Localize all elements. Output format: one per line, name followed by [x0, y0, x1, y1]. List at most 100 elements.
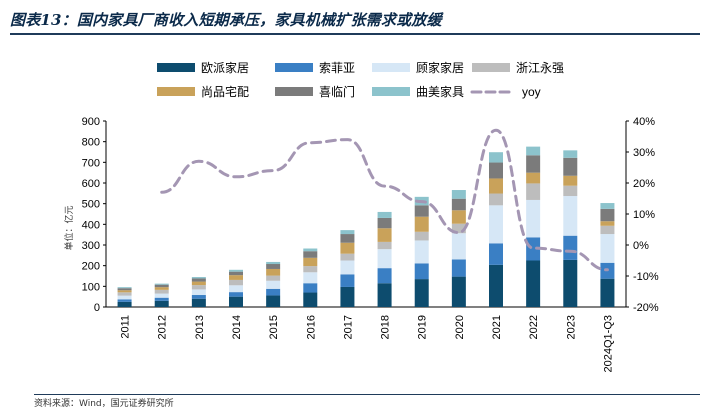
bar-segment: [377, 217, 392, 229]
legend-label: 浙江永强: [516, 61, 564, 75]
bar-segment: [563, 157, 578, 176]
legend-label: 曲美家具: [416, 84, 464, 99]
bar-segment: [600, 203, 615, 209]
legend-label: yoy: [522, 85, 541, 99]
bar-segment: [563, 259, 578, 307]
x-tick-label: 2020: [454, 315, 466, 339]
y-tick-label: 900: [82, 116, 100, 128]
x-tick-label: 2013: [194, 315, 206, 339]
bar-segment: [117, 287, 132, 289]
bar-segment: [526, 199, 541, 238]
bar-segment: [489, 243, 503, 265]
bar-segment: [229, 269, 243, 272]
legend-swatch: [157, 87, 195, 96]
y2-tick-label: -10%: [633, 271, 659, 283]
bar-segment: [526, 183, 541, 200]
bar-segment: [414, 216, 429, 232]
legend-swatch: [372, 63, 410, 72]
legend-swatch: [275, 63, 313, 72]
bar-segment: [303, 257, 318, 267]
bar-segment: [340, 234, 355, 243]
y-tick-label: 400: [82, 219, 100, 231]
x-tick-label: 2017: [342, 315, 354, 339]
bar-segment: [303, 272, 318, 284]
y-tick-label: 700: [82, 157, 100, 169]
legend-label: 索菲亚: [319, 61, 355, 75]
y2-tick-label: 10%: [633, 209, 655, 221]
bar-segment: [191, 281, 206, 286]
bar-segment: [340, 286, 355, 307]
legend-label: 喜临门: [319, 84, 355, 99]
legend-swatch: [372, 87, 410, 96]
bar-segment: [489, 205, 503, 244]
bar-segment: [563, 175, 578, 186]
x-tick-label: 2012: [157, 315, 169, 339]
footer-divider: [34, 394, 700, 395]
bar-segment: [303, 248, 318, 252]
bar-segment: [154, 297, 169, 301]
bar-segment: [526, 146, 541, 156]
bar-segment: [229, 271, 243, 276]
legend-label: 顾家家居: [416, 60, 464, 75]
bar-segment: [377, 283, 392, 307]
bar-segment: [266, 264, 281, 269]
legend-swatch: [157, 63, 195, 72]
y-tick-label: 0: [94, 302, 100, 314]
legend-swatch: [275, 87, 313, 96]
bar-segment: [229, 292, 243, 297]
bar-segment: [303, 292, 318, 307]
bar-segment: [563, 196, 578, 236]
bar-segment: [191, 298, 206, 307]
bar-segment: [266, 288, 281, 296]
bar-segment: [266, 275, 281, 281]
y-tick-label: 600: [82, 178, 100, 190]
y2-tick-label: -20%: [633, 302, 659, 314]
bar-segment: [563, 235, 578, 260]
bar-segment: [414, 279, 429, 307]
bar-segment: [303, 251, 318, 258]
bar-segment: [340, 274, 355, 287]
bar-segment: [377, 268, 392, 284]
x-tick-label: 2018: [380, 315, 392, 339]
bar-segment: [303, 266, 318, 273]
x-tick-label: 2014: [231, 315, 243, 339]
bar-segment: [600, 221, 615, 226]
x-tick-label: 2019: [417, 315, 429, 339]
bar-segment: [266, 295, 281, 307]
bar-segment: [154, 284, 169, 288]
bar-segment: [451, 210, 466, 224]
bar-segment: [340, 253, 355, 261]
bar-segment: [191, 285, 206, 290]
x-tick-label: 2023: [565, 315, 577, 339]
legend-label: 欧派家居: [201, 60, 249, 75]
bar-segment: [526, 237, 541, 261]
y-tick-label: 800: [82, 137, 100, 149]
bar-segment: [191, 289, 206, 296]
bar-segment: [154, 293, 169, 298]
x-tick-label: 2021: [491, 315, 503, 339]
y-tick-label: 100: [82, 281, 100, 293]
bar-segment: [303, 283, 318, 293]
yoy-line: [160, 128, 609, 272]
bar-segment: [414, 263, 429, 280]
bar-segment: [229, 279, 243, 286]
bar-segment: [563, 150, 578, 158]
bar-segment: [414, 231, 429, 241]
bar-segment: [340, 230, 355, 235]
bar-segment: [451, 190, 466, 199]
y2-tick-label: 0%: [633, 240, 649, 252]
bar-segment: [117, 301, 132, 307]
bar-segment: [154, 283, 169, 285]
y2-tick-label: 40%: [633, 116, 655, 128]
bar-segment: [377, 211, 392, 218]
bar-segment: [191, 278, 206, 282]
bar-segment: [489, 193, 503, 206]
bar-segment: [266, 280, 281, 289]
bar-segment: [154, 289, 169, 294]
bar-segment: [600, 234, 615, 263]
bar-segment: [229, 285, 243, 293]
x-tick-label: 2016: [305, 315, 317, 339]
bar-segment: [266, 261, 281, 265]
bar-segment: [340, 260, 355, 275]
bar-segment: [117, 295, 132, 300]
